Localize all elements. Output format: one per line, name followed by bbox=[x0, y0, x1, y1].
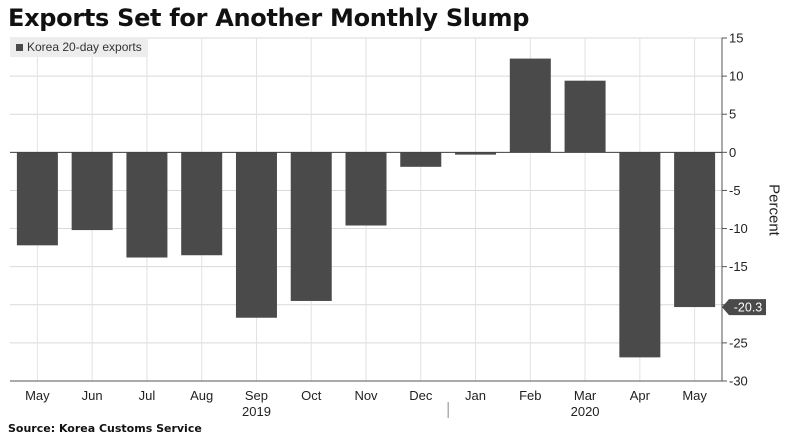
bar-may-12 bbox=[674, 152, 716, 308]
bar-series bbox=[16, 58, 716, 358]
x-tick-label: Dec bbox=[409, 388, 433, 403]
source-note: Source: Korea Customs Service bbox=[8, 422, 202, 435]
last-value-tag-shape bbox=[722, 299, 766, 316]
legend-label: Korea 20-day exports bbox=[27, 40, 142, 54]
bar-may-0 bbox=[16, 152, 58, 246]
year-label-2019: 2019 bbox=[242, 404, 271, 419]
y-tick-label: -10 bbox=[729, 221, 748, 236]
x-tick-label: Oct bbox=[301, 388, 322, 403]
bar-mar-10 bbox=[564, 80, 606, 153]
bar-oct-5 bbox=[290, 152, 332, 301]
y-tick-label: 10 bbox=[729, 69, 743, 84]
x-tick-label: Jan bbox=[465, 388, 486, 403]
bar-jun-1 bbox=[71, 152, 113, 231]
bar-jul-2 bbox=[126, 152, 168, 258]
legend: Korea 20-day exports bbox=[10, 37, 148, 57]
last-value-tag-label: -20.3 bbox=[734, 301, 763, 315]
x-tick-label: May bbox=[682, 388, 707, 403]
y-tick-label: -5 bbox=[729, 183, 741, 198]
x-tick-label: May bbox=[25, 388, 50, 403]
y-axis-label: Percent bbox=[765, 184, 783, 236]
y-tick-label: -30 bbox=[729, 374, 748, 389]
bar-feb-9 bbox=[509, 58, 551, 153]
x-tick-label: Feb bbox=[519, 388, 541, 403]
y-tick-label: -25 bbox=[729, 335, 748, 350]
x-tick-label: Apr bbox=[630, 388, 651, 403]
y-tick-label: 15 bbox=[729, 31, 743, 46]
y-tick-label: 0 bbox=[729, 145, 736, 160]
bar-nov-6 bbox=[345, 152, 387, 226]
year-label-2020: 2020 bbox=[571, 404, 600, 419]
x-tick-label: Jun bbox=[82, 388, 103, 403]
axes: 151050-5-10-15-20-25-30MayJunJulAugSepOc… bbox=[10, 31, 766, 419]
x-tick-label: Jul bbox=[139, 388, 156, 403]
bar-dec-7 bbox=[400, 152, 442, 167]
x-tick-label: Mar bbox=[574, 388, 597, 403]
bar-apr-11 bbox=[619, 152, 661, 358]
x-tick-label: Aug bbox=[190, 388, 213, 403]
bar-sep-4 bbox=[235, 152, 277, 318]
y-tick-label: -15 bbox=[729, 259, 748, 274]
bar-aug-3 bbox=[181, 152, 223, 256]
x-tick-label: Sep bbox=[245, 388, 268, 403]
last-value-tag: -20.3 bbox=[722, 299, 766, 316]
chart-title: Exports Set for Another Monthly Slump bbox=[8, 4, 530, 32]
x-tick-label: Nov bbox=[354, 388, 378, 403]
bar-jan-8 bbox=[455, 152, 497, 155]
y-tick-label: 5 bbox=[729, 107, 736, 122]
legend-swatch bbox=[16, 43, 23, 51]
